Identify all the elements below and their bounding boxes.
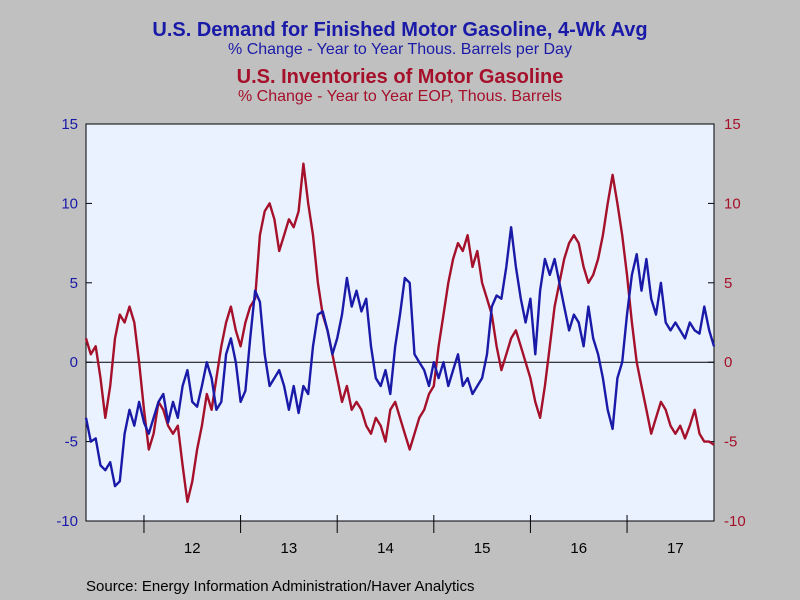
y-tick-label-right: -10 <box>724 513 746 530</box>
x-tick-label: 16 <box>570 540 587 557</box>
y-tick-label-right: 5 <box>724 275 732 292</box>
x-tick-label: 13 <box>281 540 298 557</box>
y-tick-label-left: 0 <box>70 354 78 371</box>
y-tick-label-left: -5 <box>65 434 78 451</box>
chart-title-demand: U.S. Demand for Finished Motor Gasoline,… <box>152 19 648 41</box>
y-tick-label-left: -10 <box>56 513 78 530</box>
y-tick-label-right: -5 <box>724 434 737 451</box>
chart-subtitle-inventories: % Change - Year to Year EOP, Thous. Barr… <box>237 88 563 105</box>
chart-subtitle-demand: % Change - Year to Year Thous. Barrels p… <box>228 41 572 58</box>
x-tick-label: 17 <box>667 540 684 557</box>
x-tick-label: 14 <box>377 540 394 557</box>
series-line-demand <box>84 226 716 488</box>
y-tick-label-left: 15 <box>61 116 78 133</box>
x-tick-label: 15 <box>474 540 491 557</box>
y-tick-label-left: 5 <box>70 275 78 292</box>
series-line-inventories <box>84 162 715 504</box>
x-tick-label: 12 <box>184 540 201 557</box>
y-tick-label-right: 15 <box>724 116 741 133</box>
y-tick-label-right: 0 <box>724 354 732 371</box>
source-note: Source: Energy Information Administratio… <box>86 578 475 595</box>
chart-title-inventories: U.S. Inventories of Motor Gasoline <box>236 66 564 88</box>
y-tick-label-left: 10 <box>61 195 78 212</box>
y-tick-label-right: 10 <box>724 195 741 212</box>
